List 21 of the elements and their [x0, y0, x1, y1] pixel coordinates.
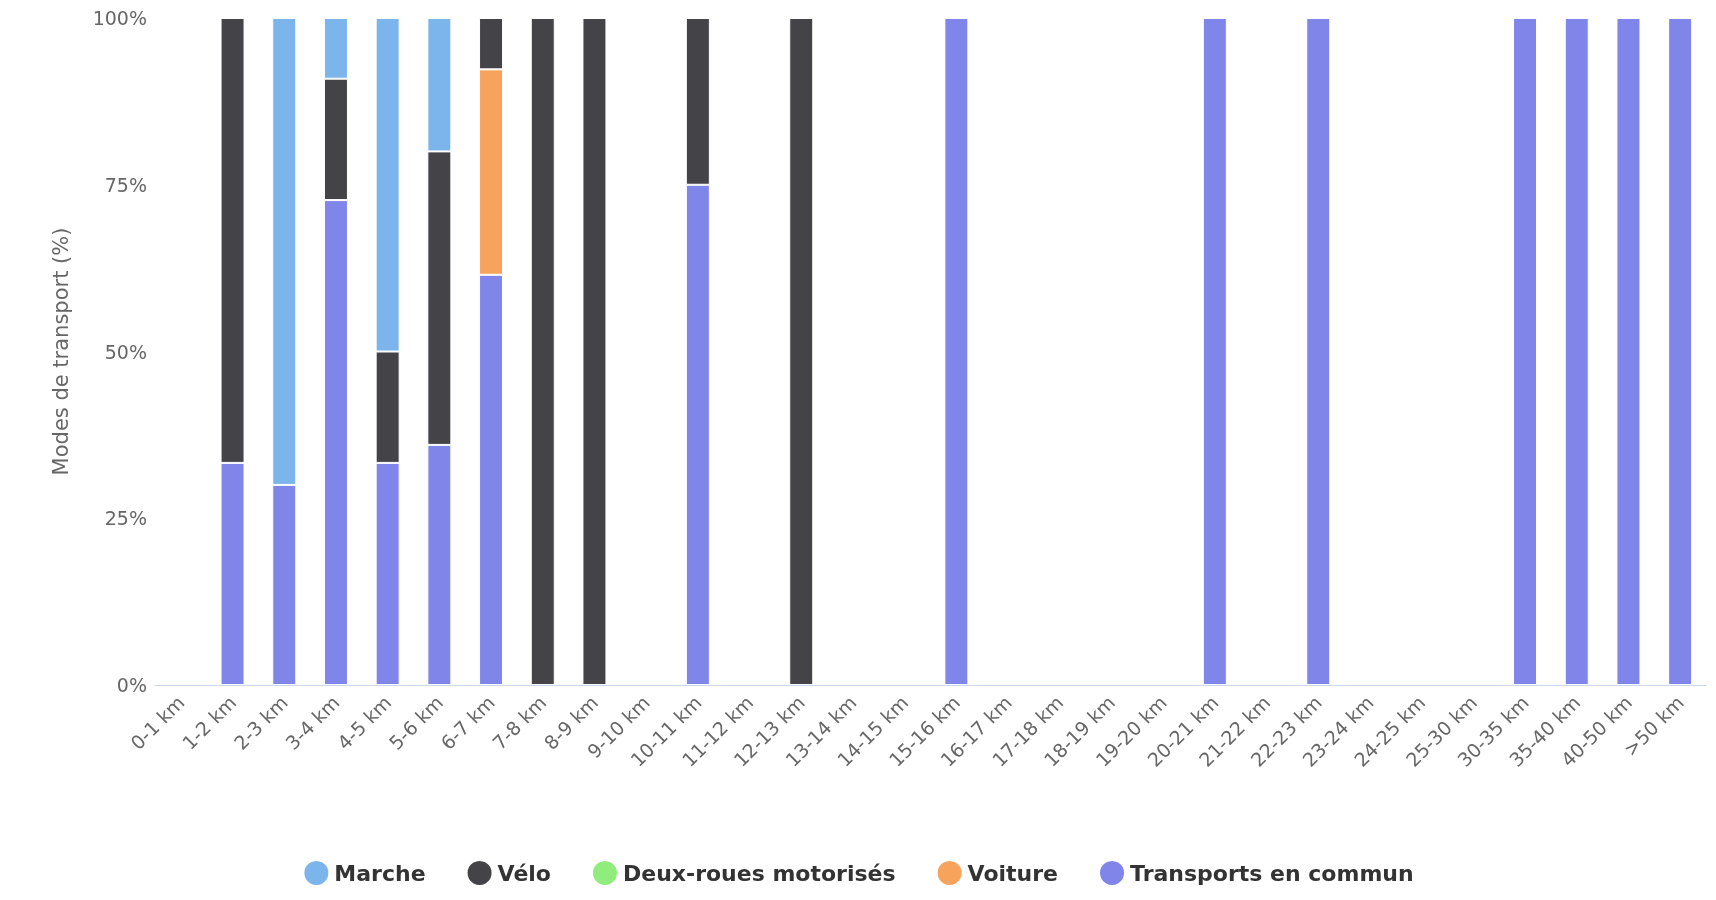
- legend-label: Voiture: [967, 860, 1059, 886]
- legend-label: Deux-roues motorisés: [622, 860, 896, 886]
- y-tick-label: 75%: [104, 173, 147, 196]
- bar: [582, 18, 607, 685]
- legend-label: Marche: [334, 860, 426, 886]
- legend-label: Transports en commun: [1130, 860, 1414, 886]
- bar: [530, 18, 555, 685]
- bar: [1202, 18, 1227, 685]
- bar: [1306, 18, 1331, 685]
- bar: [1668, 18, 1693, 685]
- y-tick-label: 0%: [116, 674, 147, 696]
- bar: [1513, 18, 1538, 685]
- bar: [1564, 18, 1589, 685]
- legend-label: Vélo: [497, 860, 551, 886]
- bar: [789, 18, 814, 685]
- y-tick-label: 50%: [104, 340, 147, 363]
- y-tick-label: 100%: [92, 7, 147, 29]
- bar: [944, 18, 969, 685]
- bar: [1616, 18, 1641, 685]
- y-axis-title: Modes de transport (%): [48, 227, 73, 476]
- y-tick-label: 25%: [104, 507, 147, 530]
